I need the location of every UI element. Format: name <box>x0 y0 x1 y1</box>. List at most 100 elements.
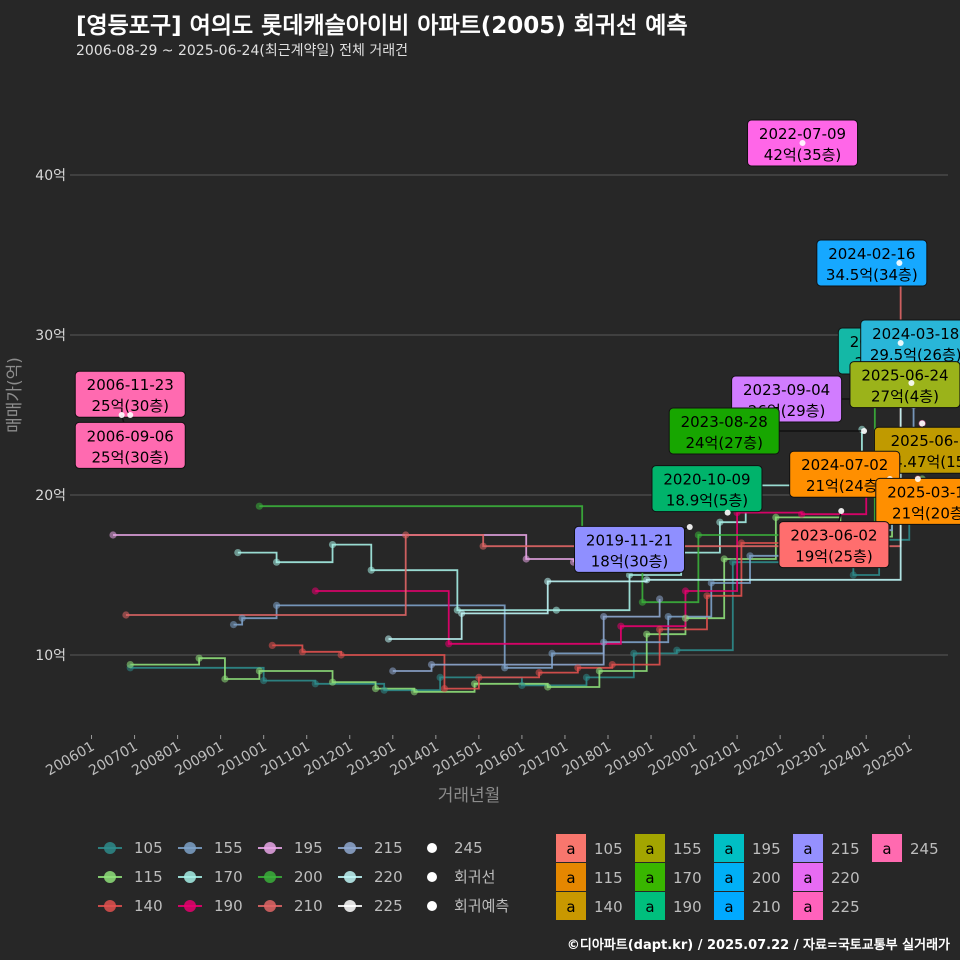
legend-right-swatch <box>556 892 586 920</box>
annotation-date: 2023-06-02 <box>790 527 877 545</box>
series-points <box>109 259 926 696</box>
annotation-anchor-point <box>919 420 926 427</box>
data-point-210 <box>479 542 487 550</box>
legend-left-swatch <box>344 900 356 912</box>
series-line-195 <box>113 534 575 563</box>
data-point-170 <box>328 541 337 549</box>
annotation-value: 18.9억(5층) <box>666 492 748 510</box>
data-point-190 <box>617 622 625 630</box>
data-point-155 <box>229 621 238 629</box>
x-tick-label: 202001 <box>646 739 700 780</box>
data-point-140 <box>737 539 746 547</box>
data-point-140 <box>475 673 483 682</box>
data-point-200 <box>638 598 647 606</box>
x-tick-label: 202101 <box>689 739 743 780</box>
data-point-220 <box>458 609 466 618</box>
data-point-140 <box>535 669 543 677</box>
legend-right-glyph: a <box>566 898 575 916</box>
annotation-date: 2025-06-24 <box>861 367 948 385</box>
data-point-140 <box>440 685 449 693</box>
data-point-190 <box>445 640 453 648</box>
legend-left-label: 195 <box>294 839 323 857</box>
legend-right-swatch <box>556 863 586 891</box>
data-point-115 <box>328 678 337 686</box>
data-point-115 <box>681 614 690 622</box>
data-point-115 <box>544 683 552 691</box>
legend-left-swatch <box>344 871 356 883</box>
legend-right-glyph: a <box>724 869 733 887</box>
legend-left-swatch <box>184 900 196 912</box>
data-point-215 <box>427 661 436 669</box>
legend-right-glyph: a <box>882 840 891 858</box>
chart-title: [영등포구] 여의도 롯데캐슬아이비 아파트(2005) 회귀선 예측 <box>76 13 688 39</box>
annotation-anchor-point <box>861 428 868 434</box>
series-line-140 <box>272 479 919 690</box>
data-point-115 <box>643 630 651 638</box>
legend-right-glyph: a <box>803 898 812 916</box>
data-point-210 <box>402 531 410 539</box>
legend-right-label: 215 <box>831 840 860 858</box>
data-point-115 <box>195 654 203 662</box>
annotation-value: 29.5억(26층) <box>870 346 960 364</box>
annotation-date: 2022-07-09 <box>759 125 846 143</box>
legend-left-label: 170 <box>214 868 243 886</box>
credit-line: ©디아파트(dapt.kr) / 2025.07.22 / 자료=국토교통부 실… <box>566 938 950 953</box>
annotation-value: 21억(20층) <box>892 504 960 522</box>
legend-right-label: 190 <box>673 898 702 916</box>
data-point-155 <box>746 552 754 560</box>
legend-left-label: 200 <box>294 868 323 886</box>
data-point-155 <box>664 613 672 621</box>
data-point-220 <box>384 635 393 643</box>
annotation-date: 2024-03-18 <box>872 325 959 343</box>
legend-left-swatch <box>427 872 437 882</box>
series-line-115 <box>130 479 924 693</box>
x-tick-label: 201901 <box>603 739 657 780</box>
data-point-140 <box>298 648 307 656</box>
annotation-anchor-point <box>896 260 903 266</box>
data-point-115 <box>595 667 603 675</box>
legend-left-label: 225 <box>374 897 403 915</box>
annotation-date: 2006-09-06 <box>87 427 174 445</box>
legend-right-label: 115 <box>594 869 623 887</box>
legend-left-swatch <box>344 842 356 854</box>
data-point-210 <box>122 611 130 619</box>
legend-left-swatch <box>184 871 196 883</box>
legend-right-label: 220 <box>831 869 860 887</box>
legend-left-label: 회귀선 <box>454 868 495 886</box>
legend-right-swatch <box>714 863 744 891</box>
annotation-value: 27억(4층) <box>871 388 939 406</box>
series-line-105 <box>130 485 911 692</box>
legend-left-swatch <box>427 901 437 911</box>
legend-right-label: 245 <box>910 840 939 858</box>
annotation-box <box>74 421 186 469</box>
legend-right-glyph: a <box>566 840 575 858</box>
data-point-155 <box>272 601 281 610</box>
legend-left-swatch <box>264 900 276 912</box>
y-axis-title: 매매가(억) <box>5 357 25 433</box>
data-point-115 <box>371 685 380 693</box>
legend-left-swatch <box>264 871 276 883</box>
legend-right-swatch <box>635 834 665 862</box>
legend-right-swatch <box>793 863 823 891</box>
legend-left-label: 210 <box>294 897 323 915</box>
x-tick-label: 202501 <box>861 739 915 780</box>
data-point-105 <box>729 558 737 566</box>
legend-right-label: 170 <box>673 869 702 887</box>
legend-left-label: 190 <box>214 897 243 915</box>
y-tick-label: 20억 <box>35 488 66 504</box>
data-point-105 <box>311 680 319 688</box>
annotation-box <box>875 477 960 525</box>
legend-right-swatch <box>793 834 823 862</box>
legend-right-swatch <box>872 834 902 862</box>
legend-right-glyph: a <box>724 898 733 916</box>
annotation-anchor-point <box>838 508 845 514</box>
legend-right-label: 210 <box>752 898 781 916</box>
data-point-215 <box>389 667 397 675</box>
legend-left-label: 105 <box>134 839 163 857</box>
legend-left-swatch <box>104 871 116 883</box>
x-tick-label: 202401 <box>818 739 872 780</box>
axes: 10억 20억 30억 40억 2006012007012008012009012010… <box>5 168 915 806</box>
x-tick-label: 201801 <box>560 739 614 780</box>
annotation-value: 25억(30층) <box>92 397 169 415</box>
legend-right-label: 195 <box>752 840 781 858</box>
